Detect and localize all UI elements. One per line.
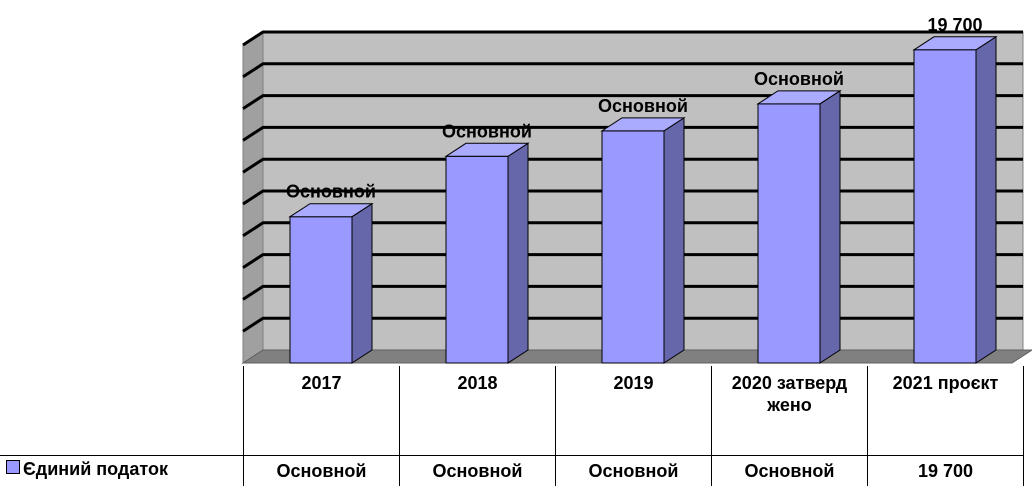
bar-side	[507, 142, 529, 364]
data-label: Основной	[598, 96, 688, 116]
table-value: Основной	[243, 455, 399, 486]
legend-swatch	[6, 460, 20, 474]
table-value: Основной	[399, 455, 555, 486]
bar-side	[351, 202, 373, 364]
bar	[913, 49, 977, 364]
bar	[601, 130, 665, 364]
bar-top	[288, 203, 374, 218]
bar-top	[756, 90, 842, 105]
category-cell: 2020 затверджено	[711, 366, 867, 455]
category-cell: 2021 проєкт	[867, 366, 1023, 455]
bar-top	[444, 142, 530, 157]
data-label: Основной	[286, 182, 376, 202]
grid-line	[242, 94, 1023, 110]
table-value: 19 700	[867, 455, 1023, 486]
bar-top	[600, 117, 686, 132]
category-cell: 2018	[399, 366, 555, 455]
data-label: Основной	[442, 121, 532, 141]
table-border	[1023, 366, 1024, 486]
data-label: 19 700	[927, 15, 982, 35]
bar-top	[912, 36, 998, 51]
category-cell: 2019	[555, 366, 711, 455]
table-value: Основной	[555, 455, 711, 486]
table-value: Основной	[711, 455, 867, 486]
grid-line	[242, 30, 1023, 47]
bar	[289, 216, 353, 364]
data-label: Основной	[754, 69, 844, 89]
bar-side	[663, 116, 685, 364]
grid-line	[242, 62, 1023, 79]
bar	[445, 155, 509, 364]
category-cell: 2017	[243, 366, 399, 455]
table-border	[0, 455, 243, 486]
bar	[757, 103, 821, 364]
bar-side	[975, 35, 997, 364]
bar-side	[819, 89, 841, 364]
legend-label: Єдиний податок	[23, 459, 168, 479]
legend: Єдиний податок	[6, 459, 168, 480]
